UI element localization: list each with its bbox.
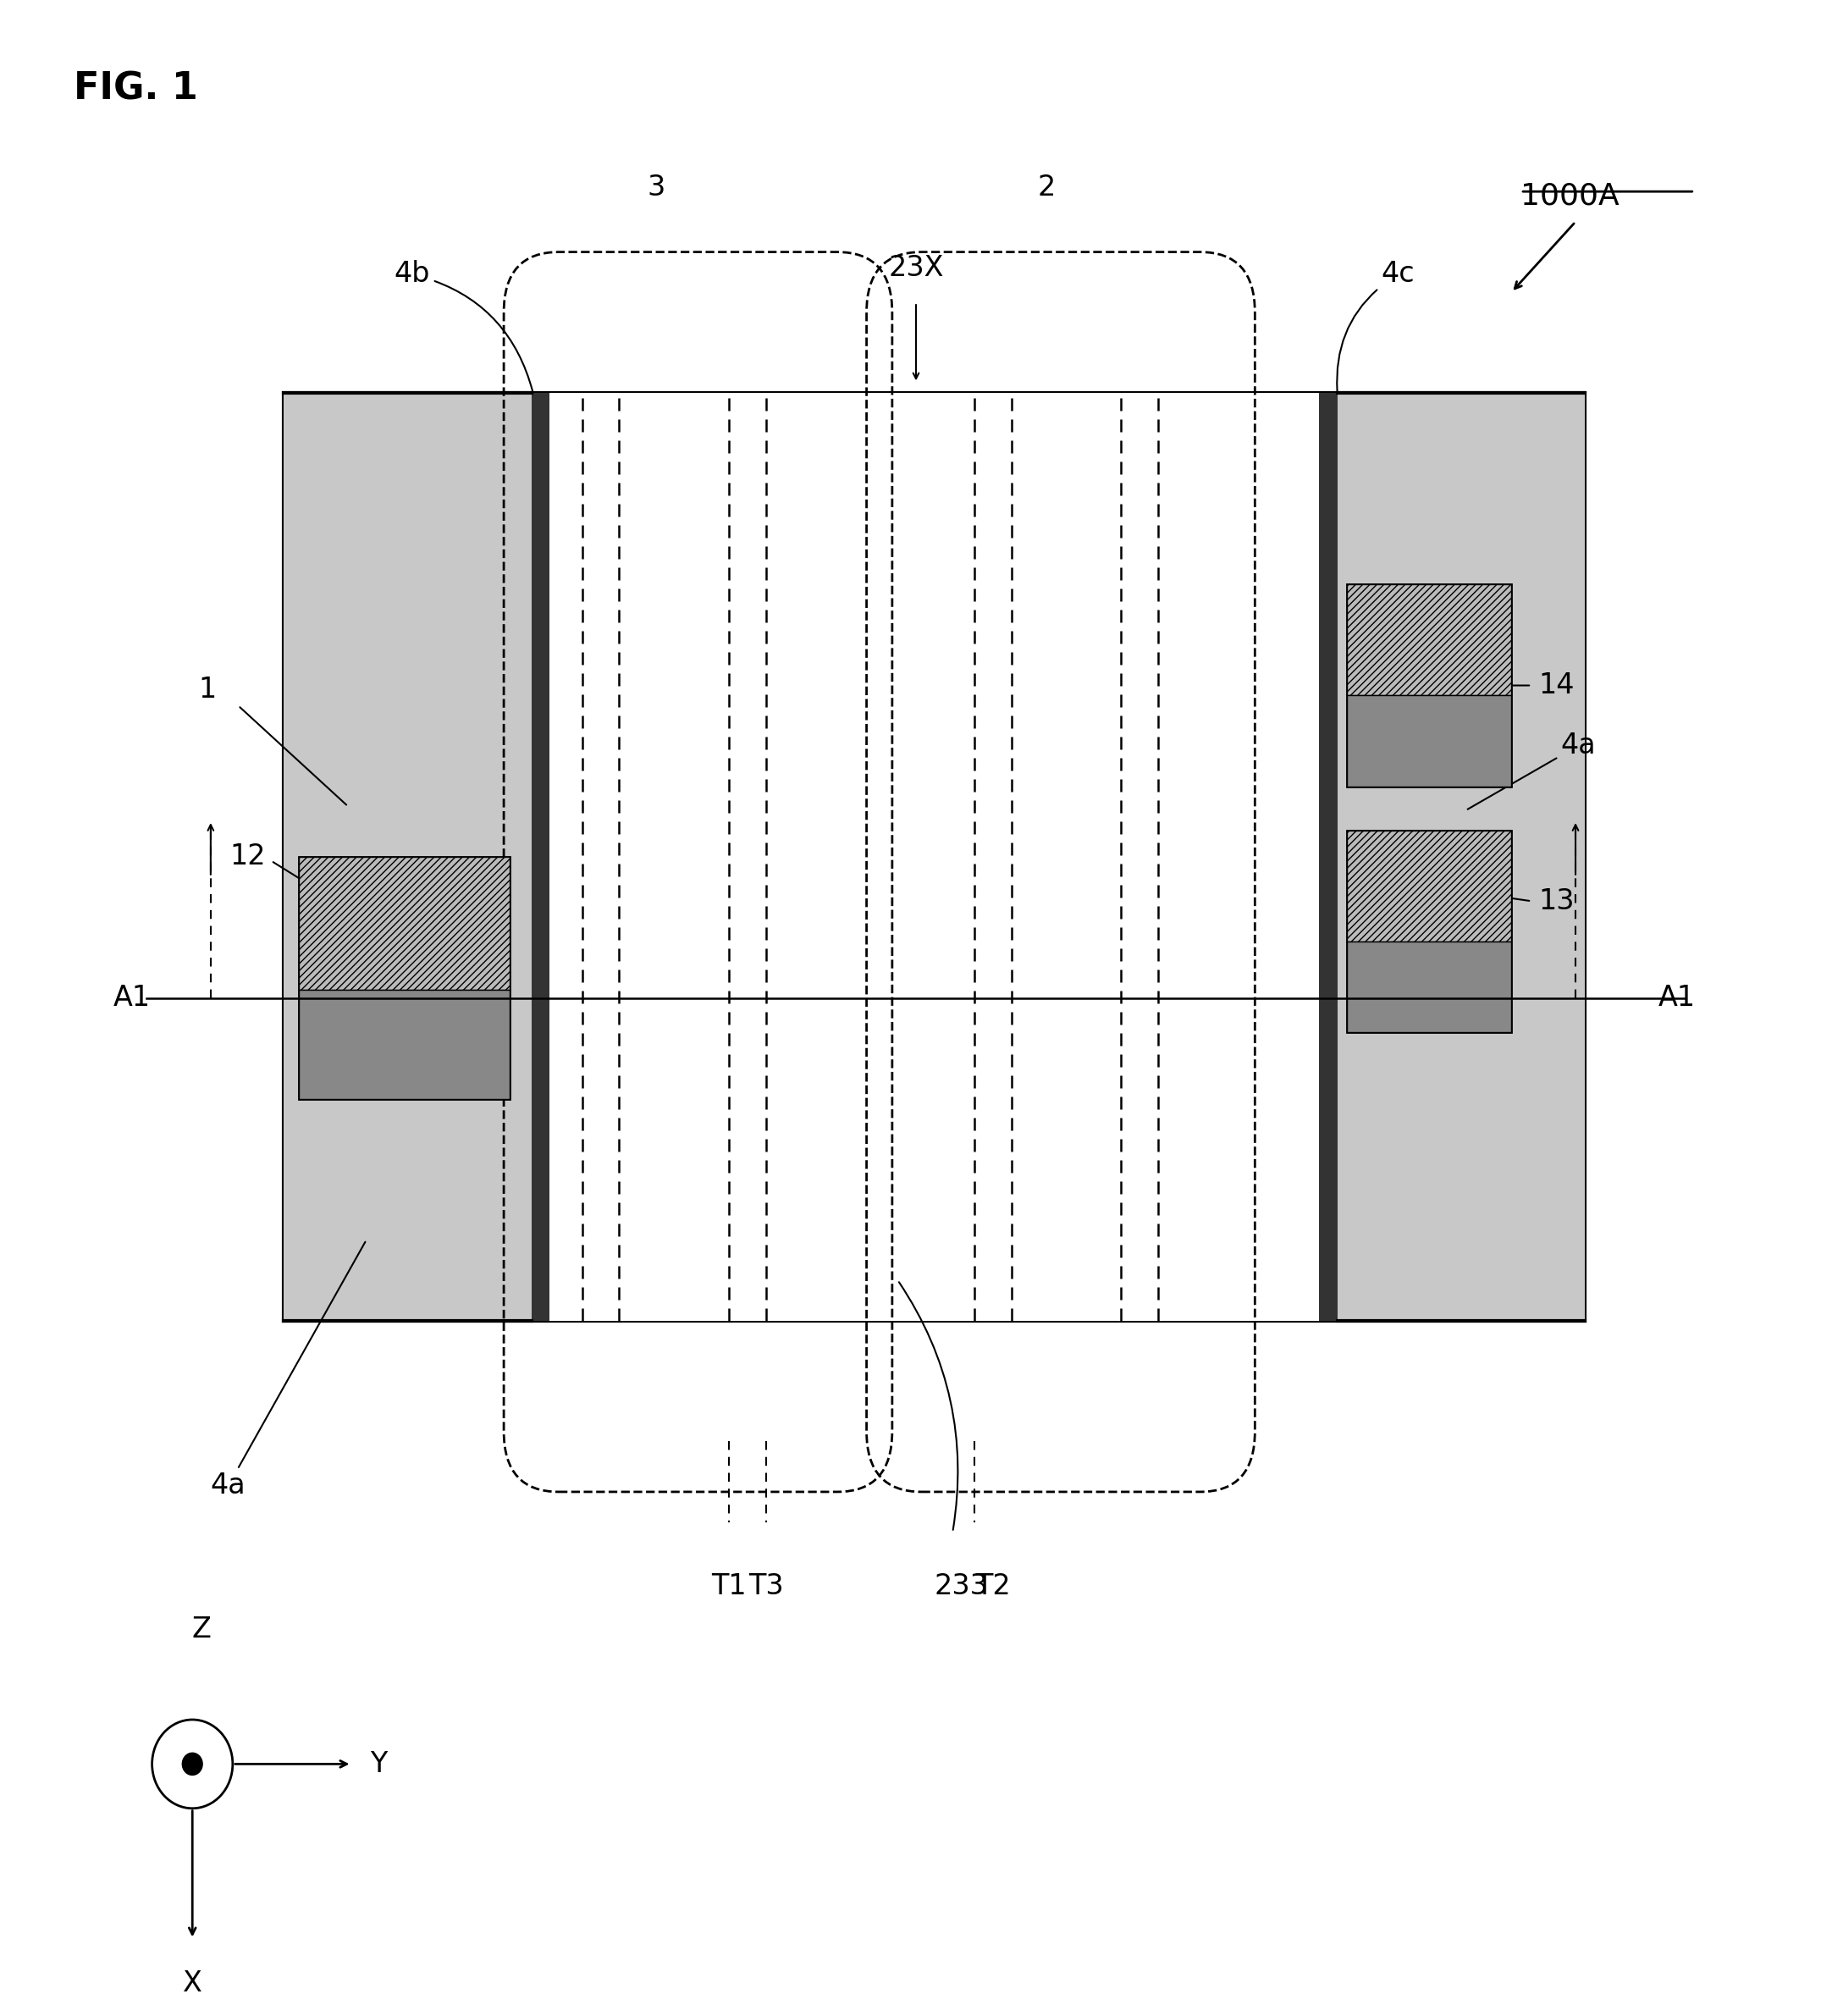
Text: 3: 3 — [647, 173, 665, 202]
Bar — [299, 857, 509, 990]
Text: T3: T3 — [747, 1572, 784, 1601]
Text: 4b: 4b — [394, 260, 533, 391]
Bar — [531, 393, 550, 1320]
Bar — [1319, 393, 1337, 1320]
Text: 4a: 4a — [211, 1242, 365, 1500]
Bar — [1347, 831, 1511, 941]
Text: 4c: 4c — [1337, 260, 1414, 391]
Text: 4a: 4a — [1467, 732, 1596, 808]
Text: 23X: 23X — [889, 254, 943, 282]
Text: 14: 14 — [1539, 671, 1576, 700]
Circle shape — [183, 1752, 202, 1776]
Bar — [299, 857, 509, 1099]
Text: 2: 2 — [1037, 173, 1055, 202]
Text: A1: A1 — [114, 984, 150, 1012]
Text: Y: Y — [370, 1750, 387, 1778]
Text: A1: A1 — [1658, 984, 1695, 1012]
Bar — [550, 393, 1319, 1320]
Text: X: X — [183, 1970, 202, 1998]
Text: 1000A: 1000A — [1521, 181, 1619, 210]
Bar — [284, 393, 531, 1320]
Bar — [299, 990, 509, 1099]
Text: 13: 13 — [1539, 887, 1576, 915]
Bar — [1347, 941, 1511, 1032]
Text: T1: T1 — [711, 1572, 747, 1601]
Bar — [1347, 585, 1511, 696]
Bar — [1347, 585, 1511, 786]
Text: Z: Z — [192, 1615, 211, 1643]
Bar — [1337, 393, 1585, 1320]
Text: 12: 12 — [229, 843, 266, 871]
Text: 1: 1 — [198, 675, 216, 704]
Bar — [284, 393, 1585, 1320]
Text: T2: T2 — [975, 1572, 1011, 1601]
Bar — [1347, 831, 1511, 1032]
Text: FIG. 1: FIG. 1 — [73, 71, 198, 107]
Text: 233: 233 — [934, 1572, 989, 1601]
Bar — [1347, 696, 1511, 786]
